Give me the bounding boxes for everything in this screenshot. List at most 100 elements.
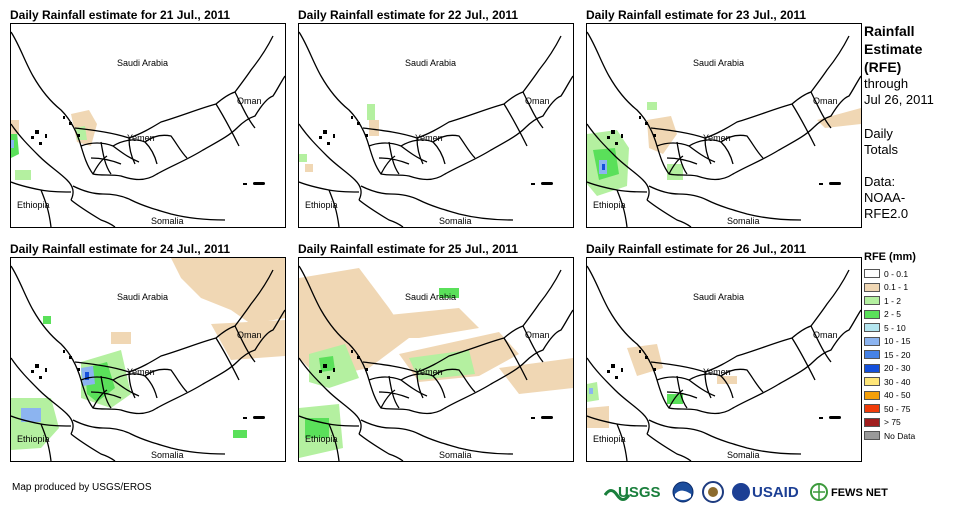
rainfall-patch [409,350,475,380]
legend-item: 15 - 20 [864,348,916,362]
rainfall-patch [111,332,131,344]
label-oman: Oman [813,330,838,340]
label-somalia: Somalia [439,450,472,460]
legend-swatch [864,431,880,441]
rainfall-patch [817,108,861,128]
noaa-logo [672,481,694,503]
label-somalia: Somalia [151,216,184,226]
map-info: Rainfall Estimate (RFE) through Jul 26, … [864,22,964,222]
rainfall-patch [15,170,31,180]
rainfall-patch [11,132,19,158]
legend-swatch [864,363,880,373]
legend-item: 20 - 30 [864,362,916,376]
label-oman: Oman [813,96,838,106]
info-title-2: Estimate [864,41,923,57]
label-saudi-arabia: Saudi Arabia [405,292,456,302]
label-oman: Oman [525,96,550,106]
rainfall-panel-jul-21: Daily Rainfall estimate for 21 Jul., 201… [10,8,286,228]
legend-swatch [864,390,880,400]
legend-label: 50 - 75 [884,403,911,414]
rainfall-panel-jul-25: Daily Rainfall estimate for 25 Jul., 201… [298,242,574,462]
legend-swatch [864,350,880,360]
label-saudi-arabia: Saudi Arabia [693,292,744,302]
map-svg: Saudi Arabia Oman Yemen Ethiopia Somalia [11,258,285,461]
info-daily: Daily [864,126,893,141]
legend-label: No Data [884,430,916,441]
legend-title: RFE (mm) [864,251,916,263]
label-saudi-arabia: Saudi Arabia [117,58,168,68]
legend-label: 1 - 2 [884,295,902,306]
label-ethiopia: Ethiopia [593,200,626,210]
panel-title: Daily Rainfall estimate for 22 Jul., 201… [298,8,519,22]
islands [31,350,265,419]
rainfall-patch [299,154,307,162]
label-yemen: Yemen [127,133,155,143]
rainfall-patch [367,104,375,120]
rainfall-patch [211,320,285,360]
rainfall-patch [171,258,285,324]
panel-title: Daily Rainfall estimate for 25 Jul., 201… [298,242,519,256]
rainfall-patch [369,120,379,136]
country-borders [11,31,285,227]
legend-swatch [864,377,880,387]
country-borders [587,31,861,227]
rainfall-panel-jul-23: Daily Rainfall estimate for 23 Jul., 201… [586,8,862,228]
rainfall-patch [305,164,313,172]
legend-swatch [864,309,880,319]
label-saudi-arabia: Saudi Arabia [693,58,744,68]
islands [31,116,265,185]
label-yemen: Yemen [703,133,731,143]
rainfall-layer [299,104,379,172]
label-yemen: Yemen [415,367,443,377]
label-yemen: Yemen [415,133,443,143]
rainfall-patch [587,406,609,428]
rainfall-layer [299,268,573,458]
label-yemen: Yemen [127,367,155,377]
rfe-legend: RFE (mm) 0 - 0.1 0.1 - 1 1 - 2 2 - 5 5 - 10 1… [864,250,916,443]
rainfall-patch [11,120,19,134]
label-yemen: Yemen [703,367,731,377]
partner-logos: USGS USAID FEWS NET [604,478,896,506]
svg-text:FEWS NET: FEWS NET [831,487,888,499]
rainfall-patch [499,358,573,394]
rainfall-map: Saudi Arabia Oman Yemen Ethiopia Somalia [586,257,862,462]
rainfall-patch [627,344,663,376]
label-oman: Oman [237,96,262,106]
rainfall-patch [647,116,677,154]
legend-item: 40 - 50 [864,389,916,403]
legend-label: 2 - 5 [884,309,902,320]
legend-swatch [864,269,880,279]
map-svg: Saudi Arabia Oman Yemen Ethiopia Somalia [587,31,861,227]
rainfall-patch [359,308,479,338]
info-title-1: Rainfall [864,23,915,39]
rainfall-layer [11,258,285,450]
country-borders [587,265,861,461]
doi-seal-logo [702,481,724,503]
legend-item: 30 - 40 [864,375,916,389]
legend-item: > 75 [864,416,916,430]
legend-item: 50 - 75 [864,402,916,416]
legend-label: 15 - 20 [884,349,911,360]
rainfall-patch [667,164,683,180]
legend-swatch [864,296,880,306]
label-ethiopia: Ethiopia [305,200,338,210]
rainfall-layer [587,344,737,428]
legend-label: 40 - 50 [884,390,911,401]
map-svg: Saudi Arabia Oman Yemen Ethiopia Somalia [587,265,861,461]
rainfall-patch [43,316,51,324]
legend-label: > 75 [884,417,901,428]
rainfall-patch [647,102,657,110]
legend-swatch [864,323,880,333]
legend-label: 10 - 15 [884,336,911,347]
label-ethiopia: Ethiopia [305,434,338,444]
rainfall-patch [589,388,593,394]
islands [607,350,841,419]
info-title-3: (RFE) [864,59,902,75]
label-somalia: Somalia [439,216,472,226]
legend-item: 0.1 - 1 [864,281,916,295]
legend-rows: 0 - 0.1 0.1 - 1 1 - 2 2 - 5 5 - 10 10 - 15 15 … [864,267,916,443]
rainfall-map: Saudi Arabia Oman Yemen Ethiopia Somalia [10,23,286,228]
legend-label: 0 - 0.1 [884,268,909,279]
info-rfe: RFE2.0 [864,206,909,221]
label-ethiopia: Ethiopia [593,434,626,444]
